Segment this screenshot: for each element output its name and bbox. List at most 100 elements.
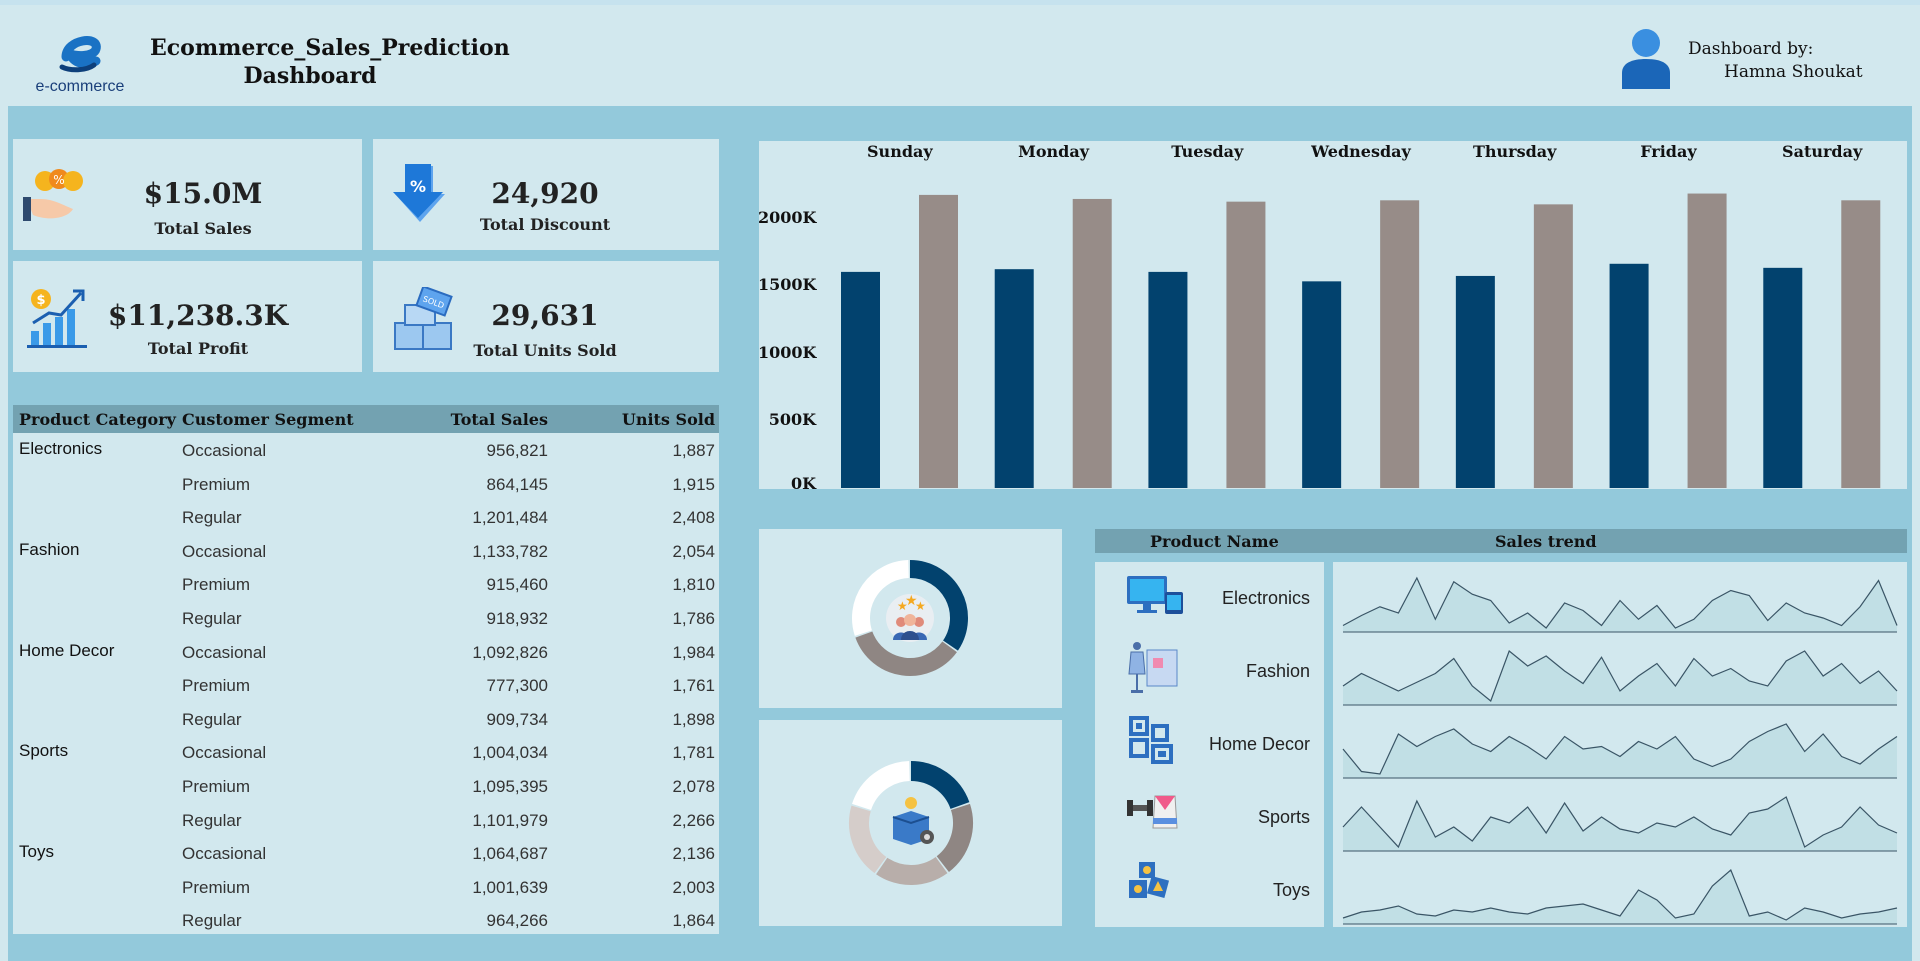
donut-slice[interactable] <box>936 803 973 873</box>
header-customer-segment[interactable]: Customer Segment <box>182 410 354 429</box>
day-label-friday: Friday <box>1640 142 1697 161</box>
ecommerce-logo-icon <box>59 36 101 73</box>
table-row[interactable]: Sports Occasional 1,004,034 1,781 <box>13 739 719 773</box>
y-tick-label: 500K <box>768 410 816 430</box>
table-row[interactable]: Home Decor Occasional 1,092,826 1,984 <box>13 639 719 673</box>
header-units-sold[interactable]: Units Sold <box>621 410 715 429</box>
kpi-card-total-units-sold[interactable]: SOLD 29,631 Total Units Sold <box>373 261 719 372</box>
donut-slice[interactable] <box>852 761 911 811</box>
profit-chart-icon: $ <box>27 289 87 348</box>
kpi-label: Total Units Sold <box>473 341 617 360</box>
table-row[interactable]: Electronics Occasional 956,821 1,887 <box>13 437 719 471</box>
sparkline-electronics[interactable] <box>1342 576 1898 629</box>
category-cell: Electronics <box>19 439 103 458</box>
table-row[interactable]: Regular 1,201,484 2,408 <box>13 504 719 538</box>
segment-cell: Occasional <box>182 844 267 864</box>
bar-sunday-0[interactable] <box>841 271 880 488</box>
kpi-value: $11,238.3K <box>107 299 289 332</box>
table-row[interactable]: Regular 1,101,979 2,266 <box>13 807 719 841</box>
header-product-category[interactable]: Product Category <box>19 410 176 429</box>
category-cell: Home Decor <box>19 640 115 660</box>
category-cell: Toys <box>19 842 54 862</box>
units-cell: 1,810 <box>672 575 715 595</box>
units-cell: 1,984 <box>672 642 715 662</box>
bar-thursday-0[interactable] <box>1455 275 1495 488</box>
sparkline-toys[interactable] <box>1342 868 1898 921</box>
user-avatar-icon <box>1622 29 1670 89</box>
product-category-donut[interactable] <box>846 758 976 888</box>
bar-sunday-1[interactable] <box>919 194 958 488</box>
bar-chart-plot <box>841 193 1881 489</box>
logo[interactable]: e-commerce <box>28 27 132 97</box>
table-row[interactable]: Premium 864,145 1,915 <box>13 471 719 505</box>
sales-cell: 1,101,979 <box>472 810 548 830</box>
sparkline-area-electronics <box>1343 578 1897 632</box>
product-name-electronics[interactable]: Electronics <box>1221 588 1310 608</box>
product-name-toys[interactable]: Toys <box>1272 880 1310 900</box>
sparkline-home-decor[interactable] <box>1342 723 1898 775</box>
table-row[interactable]: Premium 777,300 1,761 <box>13 672 719 706</box>
kpi-card-total-sales[interactable]: % $15.0M Total Sales <box>13 139 362 250</box>
units-cell: 2,003 <box>672 877 715 897</box>
sparkline-fashion[interactable] <box>1342 650 1898 702</box>
sales-cell: 1,095,395 <box>472 777 548 796</box>
bar-monday-0[interactable] <box>994 269 1034 488</box>
customer-rating-icon: ★ ★ ★ <box>886 593 934 642</box>
sales-cell: 777,300 <box>486 676 548 696</box>
segment-cell: Occasional <box>182 642 267 662</box>
bar-wednesday-1[interactable] <box>1380 200 1420 488</box>
product-name-home-decor[interactable]: Home Decor <box>1208 734 1310 754</box>
units-cell: 1,781 <box>672 743 715 763</box>
discount-arrow-icon: % <box>393 164 445 222</box>
header-sales-trend[interactable]: Sales trend <box>1495 532 1597 551</box>
bar-tuesday-0[interactable] <box>1148 271 1188 488</box>
category-table: Product Category Customer Segment Total … <box>13 405 719 934</box>
product-name-sports[interactable]: Sports <box>1257 807 1310 827</box>
donut-slice[interactable] <box>855 631 957 676</box>
customer-segment-donut[interactable] <box>850 558 970 678</box>
bar-friday-0[interactable] <box>1609 263 1649 488</box>
bar-thursday-1[interactable] <box>1533 204 1573 488</box>
table-row[interactable]: Premium 915,460 1,810 <box>13 571 719 605</box>
sales-cell: 864,145 <box>486 474 548 494</box>
top-accent-bar <box>0 0 1920 5</box>
sparkline-sports[interactable] <box>1342 796 1898 849</box>
kpi-card-total-profit[interactable]: $ $11,238.3K Total Profit <box>13 261 362 372</box>
day-label-sunday: Sunday <box>867 142 933 161</box>
units-cell: 2,266 <box>672 810 715 830</box>
bar-saturday-0[interactable] <box>1763 267 1803 488</box>
table-row[interactable]: Premium 1,095,395 2,078 <box>13 773 719 807</box>
sales-cell: 1,092,826 <box>472 642 548 662</box>
sparkline-area-sports <box>1343 797 1897 851</box>
table-row[interactable]: Regular 964,266 1,864 <box>13 907 719 941</box>
table-row[interactable]: Premium 1,001,639 2,003 <box>13 874 719 908</box>
donut-slice[interactable] <box>849 805 887 874</box>
table-row[interactable]: Fashion Occasional 1,133,782 2,054 <box>13 538 719 572</box>
bar-friday-1[interactable] <box>1687 193 1727 488</box>
bar-monday-1[interactable] <box>1072 198 1112 489</box>
donut-slice[interactable] <box>910 761 970 810</box>
table-row[interactable]: Toys Occasional 1,064,687 2,136 <box>13 840 719 874</box>
day-label-wednesday: Wednesday <box>1311 142 1411 161</box>
bar-wednesday-0[interactable] <box>1302 281 1342 488</box>
svg-text:★: ★ <box>897 599 908 613</box>
header-total-sales[interactable]: Total Sales <box>450 410 548 429</box>
sales-cell: 1,001,639 <box>472 877 548 897</box>
segment-cell: Occasional <box>182 743 267 763</box>
donut-slice[interactable] <box>852 560 910 636</box>
svg-text:%: % <box>53 173 64 187</box>
segment-cell: Regular <box>182 810 242 830</box>
header-product-name[interactable]: Product Name <box>1150 532 1279 551</box>
donut-slice[interactable] <box>876 856 948 885</box>
bar-saturday-1[interactable] <box>1841 200 1881 488</box>
product-name-fashion[interactable]: Fashion <box>1245 661 1310 681</box>
table-row[interactable]: Regular 909,734 1,898 <box>13 706 719 740</box>
bar-tuesday-1[interactable] <box>1226 201 1266 488</box>
kpi-card-total-discount[interactable]: % 24,920 Total Discount <box>373 139 719 250</box>
sales-cell: 1,133,782 <box>472 541 548 561</box>
day-label-thursday: Thursday <box>1472 142 1557 161</box>
table-row[interactable]: Regular 918,932 1,786 <box>13 605 719 639</box>
donut-slice[interactable] <box>909 560 968 651</box>
segment-cell: Occasional <box>182 541 267 561</box>
segment-cell: Premium <box>182 877 251 897</box>
